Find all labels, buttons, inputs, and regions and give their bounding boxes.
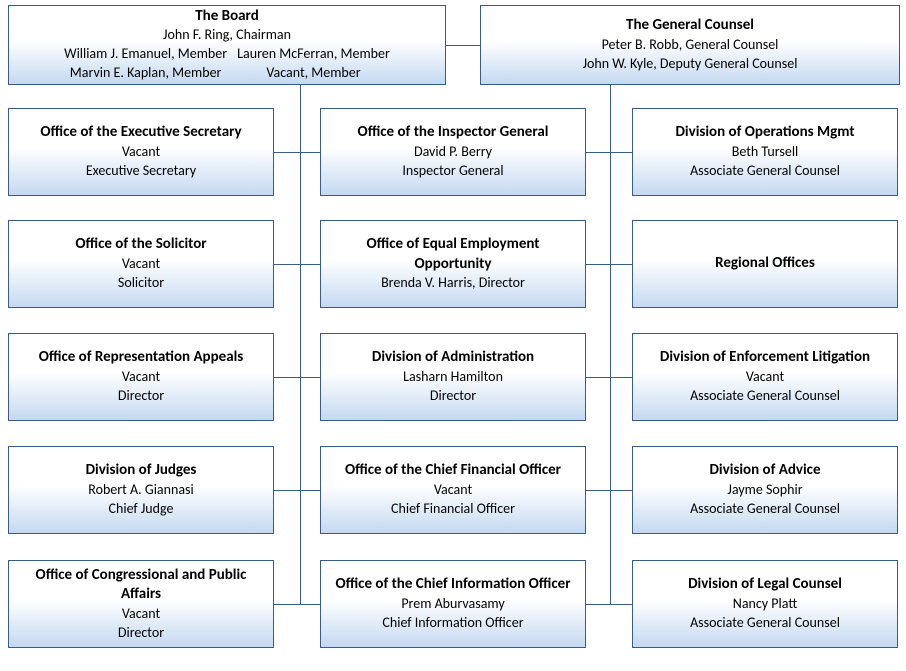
center-box-1: Office of Equal Employment OpportunityBr… bbox=[320, 220, 586, 308]
connector bbox=[610, 604, 632, 605]
center-box-3-body: VacantChief Financial Officer bbox=[327, 481, 579, 519]
center-box-0-body: David P. BerryInspector General bbox=[327, 143, 579, 181]
connector bbox=[274, 604, 300, 605]
connector bbox=[274, 490, 300, 491]
right-box-4-body: Nancy PlattAssociate General Counsel bbox=[639, 595, 891, 633]
connector bbox=[586, 604, 610, 605]
left-box-0-title: Office of the Executive Secretary bbox=[15, 123, 267, 143]
center-box-2-title: Division of Administration bbox=[327, 348, 579, 368]
connector bbox=[274, 152, 300, 153]
connector bbox=[274, 377, 300, 378]
center-box-4: Office of the Chief Information OfficerP… bbox=[320, 560, 586, 648]
left-box-2-title: Office of Representation Appeals bbox=[15, 348, 267, 368]
right-box-3-body: Jayme SophirAssociate General Counsel bbox=[639, 481, 891, 519]
left-box-1: Office of the SolicitorVacantSolicitor bbox=[8, 220, 274, 308]
right-box-2: Division of Enforcement LitigationVacant… bbox=[632, 333, 898, 421]
left-box-3: Division of JudgesRobert A. GiannasiChie… bbox=[8, 446, 274, 534]
general-counsel-box-body: Peter B. Robb, General CounselJohn W. Ky… bbox=[487, 36, 893, 74]
center-box-1-title: Office of Equal Employment Opportunity bbox=[327, 235, 579, 274]
general-counsel-box: The General CounselPeter B. Robb, Genera… bbox=[480, 5, 900, 85]
connector bbox=[274, 264, 300, 265]
connector bbox=[446, 45, 480, 46]
left-box-2: Office of Representation AppealsVacantDi… bbox=[8, 333, 274, 421]
left-box-3-title: Division of Judges bbox=[15, 461, 267, 481]
center-box-2-body: Lasharn HamiltonDirector bbox=[327, 368, 579, 406]
left-box-0: Office of the Executive SecretaryVacantE… bbox=[8, 108, 274, 196]
board-box-body: John F. Ring, ChairmanWilliam J. Emanuel… bbox=[15, 26, 439, 83]
connector bbox=[300, 604, 320, 605]
board-box-title: The Board bbox=[15, 7, 439, 27]
left-box-4-title: Office of Congressional and Public Affai… bbox=[15, 566, 267, 605]
connector bbox=[610, 85, 611, 604]
left-box-4-body: VacantDirector bbox=[15, 605, 267, 643]
center-box-1-body: Brenda V. Harris, Director bbox=[327, 274, 579, 293]
right-box-2-title: Division of Enforcement Litigation bbox=[639, 348, 891, 368]
right-box-0-body: Beth TursellAssociate General Counsel bbox=[639, 143, 891, 181]
center-box-4-body: Prem AburvasamyChief Information Officer bbox=[327, 595, 579, 633]
center-box-3: Office of the Chief Financial OfficerVac… bbox=[320, 446, 586, 534]
general-counsel-box-title: The General Counsel bbox=[487, 16, 893, 36]
center-box-0-title: Office of the Inspector General bbox=[327, 123, 579, 143]
center-box-3-title: Office of the Chief Financial Officer bbox=[327, 461, 579, 481]
connector bbox=[610, 152, 632, 153]
connector bbox=[586, 377, 610, 378]
connector bbox=[586, 490, 610, 491]
left-box-1-body: VacantSolicitor bbox=[15, 255, 267, 293]
board-box: The BoardJohn F. Ring, ChairmanWilliam J… bbox=[8, 5, 446, 85]
center-box-4-title: Office of the Chief Information Officer bbox=[327, 575, 579, 595]
right-box-3: Division of AdviceJayme SophirAssociate … bbox=[632, 446, 898, 534]
right-box-4-title: Division of Legal Counsel bbox=[639, 575, 891, 595]
left-box-0-body: VacantExecutive Secretary bbox=[15, 143, 267, 181]
right-box-3-title: Division of Advice bbox=[639, 461, 891, 481]
connector bbox=[586, 264, 610, 265]
left-box-2-body: VacantDirector bbox=[15, 368, 267, 406]
right-box-0: Division of Operations MgmtBeth TursellA… bbox=[632, 108, 898, 196]
center-box-0: Office of the Inspector GeneralDavid P. … bbox=[320, 108, 586, 196]
right-box-4: Division of Legal CounselNancy PlattAsso… bbox=[632, 560, 898, 648]
connector bbox=[610, 377, 632, 378]
center-box-2: Division of AdministrationLasharn Hamilt… bbox=[320, 333, 586, 421]
connector bbox=[300, 490, 320, 491]
connector bbox=[300, 377, 320, 378]
right-box-1-title: Regional Offices bbox=[639, 254, 891, 274]
connector bbox=[610, 264, 632, 265]
right-box-2-body: VacantAssociate General Counsel bbox=[639, 368, 891, 406]
right-box-0-title: Division of Operations Mgmt bbox=[639, 123, 891, 143]
left-box-3-body: Robert A. GiannasiChief Judge bbox=[15, 481, 267, 519]
left-box-4: Office of Congressional and Public Affai… bbox=[8, 560, 274, 648]
connector bbox=[610, 490, 632, 491]
right-box-1: Regional Offices bbox=[632, 220, 898, 308]
connector bbox=[300, 264, 320, 265]
connector bbox=[300, 85, 301, 604]
connector bbox=[586, 152, 610, 153]
connector bbox=[300, 152, 320, 153]
left-box-1-title: Office of the Solicitor bbox=[15, 235, 267, 255]
